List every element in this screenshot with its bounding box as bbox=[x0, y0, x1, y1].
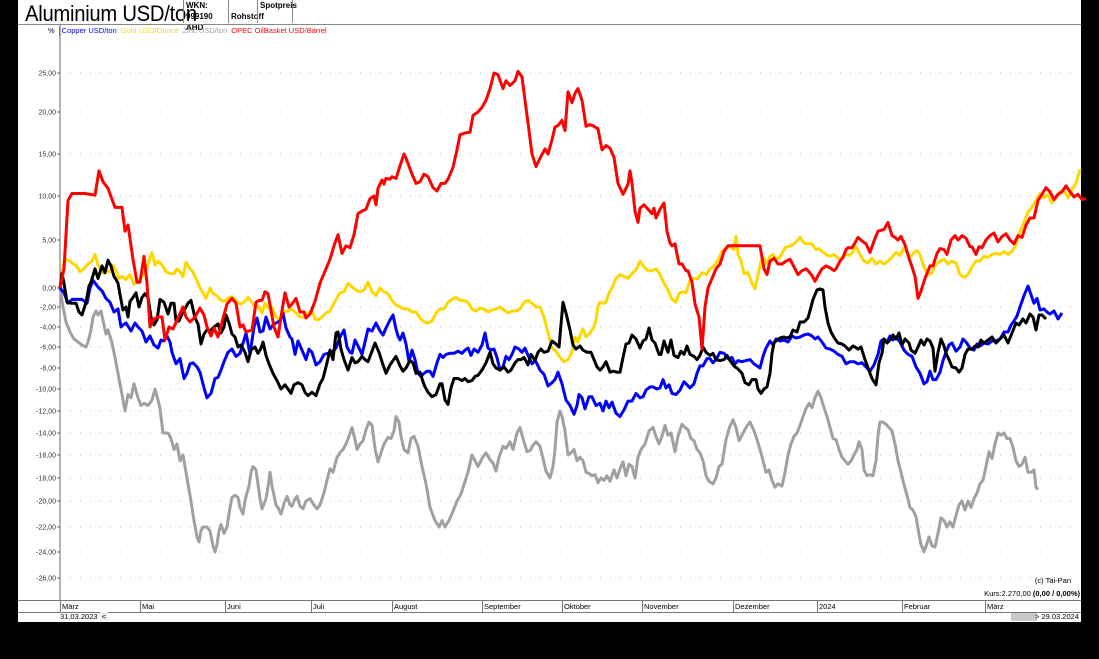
series-zinc-line bbox=[58, 287, 1040, 554]
x-tick-februar: Februar bbox=[902, 601, 985, 612]
kurs-label: Kurs:2.270,00 (0,00 / 0,00%) bbox=[984, 589, 1080, 598]
unit-label: % bbox=[48, 26, 55, 35]
y-tick-label: 15,00 bbox=[38, 152, 56, 159]
chart-title: Aluminium USD/ton bbox=[25, 1, 197, 26]
y-tick-label: -26,00 bbox=[36, 576, 56, 583]
scroll-left-arrow[interactable]: < bbox=[99, 612, 109, 621]
series-copper-line bbox=[58, 278, 1064, 418]
x-tick-juni: Juni bbox=[225, 601, 311, 612]
y-tick-label: -22,00 bbox=[36, 525, 56, 532]
kurs-change: (0,00 / 0,00%) bbox=[1032, 589, 1080, 598]
price-type-label: Spotpreis bbox=[260, 1, 297, 10]
y-tick-label: 25,00 bbox=[38, 71, 56, 78]
x-tick-juli: Juli bbox=[311, 601, 392, 612]
legend-copper[interactable]: Copper USD/ton bbox=[61, 26, 117, 35]
x-tick-2024: 2024 bbox=[817, 601, 902, 612]
y-tick-label: -24,00 bbox=[36, 550, 56, 557]
y-tick-label: -18,00 bbox=[36, 476, 56, 483]
scroll-right-arrow[interactable]: > bbox=[1034, 612, 1040, 621]
x-axis-months: März Mai Juni Juli August September Oktober Nov… bbox=[18, 600, 1081, 613]
wkn-label: WKN: 999190 bbox=[186, 1, 213, 21]
legend-divider bbox=[58, 26, 60, 36]
y-tick-label: -4,00 bbox=[40, 325, 56, 332]
type-box: Rohstoff bbox=[228, 0, 264, 23]
credit-label: (c) Tai-Pan bbox=[1034, 576, 1071, 585]
y-tick-label: 0,00 bbox=[42, 286, 56, 293]
y-tick-label: -12,00 bbox=[36, 409, 56, 416]
y-tick-label: -20,00 bbox=[36, 499, 56, 506]
series-lines bbox=[58, 69, 1087, 554]
y-tick-label: -2,00 bbox=[40, 305, 56, 312]
x-tick-märz: März bbox=[60, 601, 140, 612]
legend-gold[interactable]: Gold USD/Ounce bbox=[120, 26, 179, 35]
x-tick-september: September bbox=[482, 601, 562, 612]
start-date: 31.03.2023 < bbox=[60, 612, 109, 621]
legend-opec[interactable]: OPEC OilBasket USD/Barrel bbox=[231, 26, 327, 35]
series-opec-line bbox=[58, 69, 1087, 351]
date-range-bar: 31.03.2023 < > 29.03.2024 bbox=[18, 612, 1081, 622]
y-axis-labels: 25,00 20,00 15,00 10,00 5,00 0,00 -2,00 -4,00 -6… bbox=[36, 71, 56, 583]
kurs-value: Kurs:2.270,00 bbox=[984, 589, 1031, 598]
wkn-box: WKN: 999190 AHD bbox=[183, 0, 230, 32]
end-date: > 29.03.2024 bbox=[1034, 612, 1079, 621]
x-tick-august: August bbox=[392, 601, 482, 612]
header-divider bbox=[18, 24, 1081, 25]
scrollbar-thumb[interactable] bbox=[1011, 613, 1037, 621]
price-type-box: Spotpreis bbox=[257, 0, 297, 23]
y-tick-label: -16,00 bbox=[36, 453, 56, 460]
x-tick-oktober: Oktober bbox=[562, 601, 642, 612]
x-tick-märz: März bbox=[985, 601, 1081, 612]
legend-zinc[interactable]: Zinc USD/ton bbox=[182, 26, 228, 35]
x-tick-dezember: Dezember bbox=[733, 601, 817, 612]
legend: % Copper USD/ton Gold USD/Ounce Zinc USD/to… bbox=[48, 26, 331, 36]
y-tick-label: -14,00 bbox=[36, 431, 56, 438]
y-tick-label: -6,00 bbox=[40, 345, 56, 352]
symbol-label: AHD bbox=[186, 23, 204, 32]
x-tick-mai: Mai bbox=[140, 601, 225, 612]
y-tick-label: 5,00 bbox=[42, 238, 56, 245]
y-tick-label: -10,00 bbox=[36, 387, 56, 394]
y-tick-label: 20,00 bbox=[38, 110, 56, 117]
y-tick-label: 10,00 bbox=[38, 194, 56, 201]
series-gold-line bbox=[58, 168, 1082, 364]
x-tick-november: November bbox=[642, 601, 733, 612]
type-label: Rohstoff bbox=[231, 12, 264, 21]
y-tick-label: -8,00 bbox=[40, 366, 56, 373]
